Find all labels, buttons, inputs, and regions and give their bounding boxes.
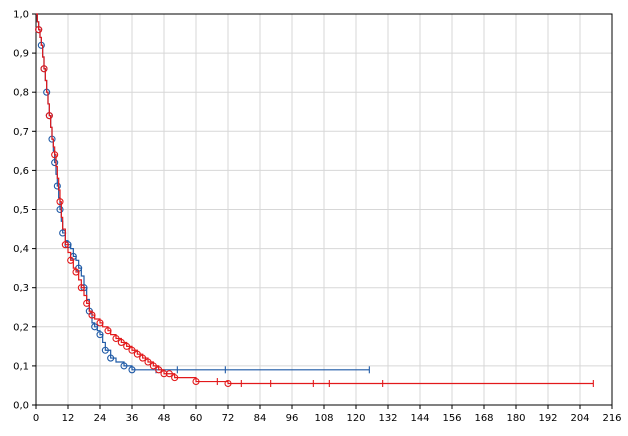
x-tick-label: 108 — [314, 413, 333, 424]
event-marker — [35, 26, 43, 34]
event-marker — [51, 151, 59, 159]
event-marker — [77, 284, 85, 292]
event-marker — [128, 366, 136, 374]
y-tick-label: 0,0 — [13, 401, 29, 412]
event-marker — [107, 354, 115, 362]
x-tick-label: 60 — [190, 413, 203, 424]
y-tick-label: 1,0 — [13, 10, 29, 21]
x-tick-label: 204 — [570, 413, 589, 424]
x-tick-label: 180 — [506, 413, 525, 424]
x-tick-label: 96 — [286, 413, 299, 424]
event-marker — [56, 198, 64, 206]
x-tick-label: 144 — [410, 413, 429, 424]
event-marker — [139, 354, 147, 362]
event-marker — [91, 323, 99, 331]
event-marker — [61, 241, 69, 249]
event-marker — [133, 350, 141, 358]
event-marker — [112, 334, 120, 343]
y-tick-label: 0,2 — [13, 322, 29, 333]
y-tick-label: 0,1 — [13, 361, 29, 372]
y-tick-label: 0,7 — [13, 127, 29, 138]
y-tick-label: 0,9 — [13, 49, 29, 60]
x-tick-label: 36 — [126, 413, 139, 424]
x-tick-label: 72 — [222, 413, 235, 424]
y-tick-label: 0,4 — [13, 244, 29, 255]
survival-curve-2 — [36, 13, 594, 385]
plot-frame — [35, 13, 613, 406]
y-tick-label: 0,8 — [13, 88, 29, 99]
x-tick-label: 84 — [254, 413, 267, 424]
event-marker — [149, 362, 157, 370]
event-marker — [192, 377, 200, 386]
event-marker — [104, 327, 112, 335]
event-marker — [224, 379, 232, 388]
x-tick-label: 192 — [538, 413, 557, 424]
event-marker — [51, 159, 59, 167]
x-tick-label: 48 — [158, 413, 171, 424]
event-marker — [165, 370, 173, 378]
event-marker — [67, 256, 75, 264]
event-marker — [53, 182, 61, 190]
x-tick-label: 156 — [442, 413, 461, 424]
event-marker — [101, 346, 109, 354]
event-marker — [155, 366, 163, 374]
event-marker — [117, 338, 125, 346]
event-marker — [96, 331, 104, 339]
event-marker — [88, 311, 96, 319]
event-marker — [171, 374, 179, 382]
event-marker — [96, 319, 104, 327]
event-marker — [72, 268, 80, 276]
event-marker — [160, 370, 168, 378]
event-marker — [83, 299, 91, 307]
x-tick-label: 0 — [33, 413, 39, 424]
x-tick-label: 24 — [94, 413, 107, 424]
x-tick-label: 120 — [346, 413, 365, 424]
event-marker — [40, 65, 48, 73]
y-tick-label: 0,5 — [13, 205, 29, 216]
event-marker — [144, 358, 152, 366]
event-marker — [45, 112, 53, 120]
y-tick-label: 0,3 — [13, 283, 29, 294]
x-tick-label: 168 — [474, 413, 493, 424]
event-marker — [56, 205, 64, 214]
x-tick-label: 216 — [602, 413, 621, 424]
event-marker — [123, 342, 131, 350]
event-marker — [120, 362, 128, 370]
y-tick-label: 0,6 — [13, 166, 29, 177]
event-marker — [128, 346, 136, 354]
survival-curve-1 — [36, 13, 370, 371]
x-tick-label: 12 — [62, 413, 75, 424]
x-tick-label: 132 — [378, 413, 397, 424]
